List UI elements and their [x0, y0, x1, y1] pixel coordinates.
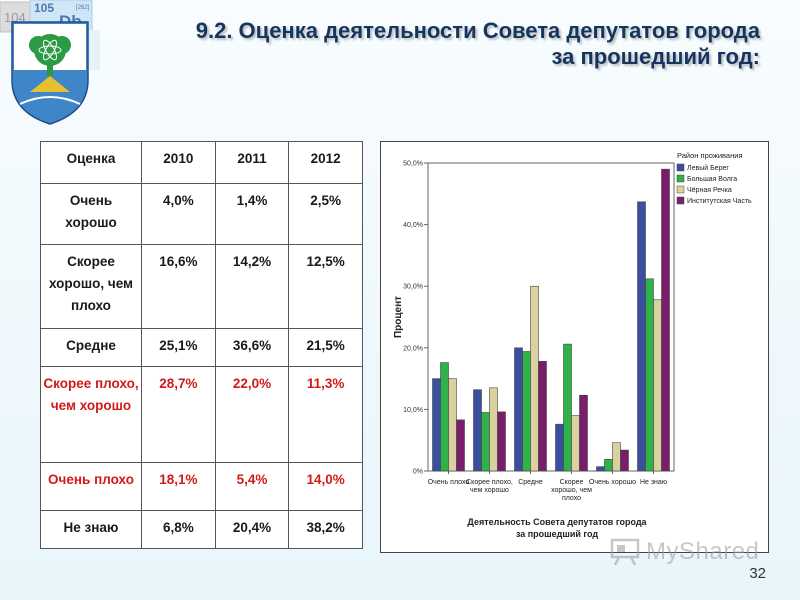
bar — [432, 378, 441, 472]
row-label: Скорее плохо, чем хорошо — [40, 366, 142, 463]
bar — [440, 362, 449, 472]
legend-swatch — [676, 196, 685, 205]
x-tick-label: Скорее хорошо, чем плохо — [551, 479, 592, 502]
table-cell: 5,4% — [214, 462, 290, 511]
page-title-line2: за прошедший год: — [551, 44, 760, 69]
table-cell: 36,6% — [214, 328, 290, 367]
emblem-decoration: 104 105 Db [262] — [0, 0, 100, 125]
bar — [612, 442, 621, 472]
bar — [555, 423, 564, 472]
y-axis-label: Процент — [393, 296, 404, 338]
row-label: Не знаю — [40, 510, 142, 549]
legend-title: Район проживания — [677, 151, 743, 160]
column-header: 2012 — [288, 141, 363, 184]
table-cell: 22,0% — [214, 366, 290, 463]
bar — [661, 168, 670, 472]
table-cell: 16,6% — [141, 244, 216, 329]
bar — [620, 449, 629, 472]
watermark: MyShared — [610, 537, 759, 567]
table-cell: 14,0% — [288, 462, 363, 511]
table-row: Не знаю 6,8% 20,4% 38,2% — [40, 510, 363, 549]
table-row: Скорее плохо, чем хорошо 28,7% 22,0% 11,… — [40, 366, 363, 463]
watermark-text: MyShared — [646, 538, 760, 565]
table-row: Средне 25,1% 36,6% 21,5% — [40, 328, 363, 367]
bar — [497, 411, 506, 472]
table-header-row: Оценка 2010 2011 2012 — [40, 141, 363, 184]
bar-chart: 0% 10,0% 20,0% 30,0% 40,0% 50,0% Процент Очень … — [380, 141, 769, 553]
table-cell: 18,1% — [141, 462, 216, 511]
bar — [596, 466, 605, 472]
y-tick-label: 0% — [413, 469, 423, 476]
bar — [530, 285, 539, 472]
table-row: Скорее хорошо, чем плохо 16,6% 14,2% 12,… — [40, 244, 363, 329]
bar — [538, 361, 547, 472]
bar — [653, 299, 662, 472]
bar — [645, 278, 654, 472]
plot-area — [427, 162, 675, 472]
table-cell: 21,5% — [288, 328, 363, 367]
bar — [637, 201, 646, 472]
ratings-table: Оценка 2010 2011 2012 Очень хорошо 4,0% … — [40, 141, 363, 549]
legend-swatch — [676, 163, 685, 172]
bar — [571, 415, 580, 472]
row-label: Очень плохо — [40, 462, 142, 511]
legend-swatch — [676, 185, 685, 194]
legend-label: Левый Берег — [687, 164, 729, 172]
bar — [604, 458, 613, 472]
table-cell: 11,3% — [288, 366, 363, 463]
table-cell: 1,4% — [214, 183, 290, 245]
table-row: Очень хорошо 4,0% 1,4% 2,5% — [40, 183, 363, 245]
row-label: Очень хорошо — [40, 183, 142, 245]
legend-label: Чёрная Речка — [687, 187, 732, 194]
bar — [579, 394, 588, 472]
row-label: Средне — [40, 328, 142, 367]
page-title-line1: 9.2. Оценка деятельности Совета депутато… — [195, 18, 760, 43]
page-title: 9.2. Оценка деятельности Совета депутато… — [130, 18, 760, 70]
table-cell: 20,4% — [214, 510, 290, 549]
y-tick-label: 30,0% — [403, 284, 423, 291]
bar — [514, 347, 523, 472]
legend-swatch — [676, 174, 685, 183]
tile-small: [262] — [76, 5, 90, 11]
x-tick-label: Средне — [518, 479, 543, 486]
bar — [473, 389, 482, 472]
table-cell: 14,2% — [214, 244, 290, 329]
table-cell: 2,5% — [288, 183, 363, 245]
table-cell: 28,7% — [141, 366, 216, 463]
bar — [489, 387, 498, 472]
bar — [448, 378, 457, 472]
table-cell: 25,1% — [141, 328, 216, 367]
column-header: 2011 — [214, 141, 290, 184]
row-label: Скорее хорошо, чем плохо — [40, 244, 142, 329]
table-cell: 38,2% — [288, 510, 363, 549]
tile-number-2: 105 — [34, 1, 54, 15]
x-tick-label: Очень хорошо — [589, 479, 636, 486]
table-cell: 12,5% — [288, 244, 363, 329]
page-number: 32 — [749, 565, 766, 582]
bar — [563, 343, 572, 472]
bar-chart-svg: 0% 10,0% 20,0% 30,0% 40,0% 50,0% Процент Очень … — [393, 151, 752, 539]
y-tick-label: 10,0% — [403, 407, 423, 414]
y-tick-label: 50,0% — [403, 161, 423, 168]
y-tick-label: 40,0% — [403, 222, 423, 229]
x-tick-label: Очень плохо — [428, 479, 470, 486]
x-tick-label: Скорее плохо, чем хорошо — [466, 479, 513, 494]
presentation-screen-icon — [610, 538, 640, 566]
y-tick-label: 20,0% — [403, 345, 423, 352]
x-tick-label: Не знаю — [640, 479, 667, 486]
x-axis-label: Деятельность Совета депутатов города за п… — [467, 517, 647, 539]
column-header: 2010 — [141, 141, 216, 184]
column-header: Оценка — [40, 141, 142, 184]
table-row: Очень плохо 18,1% 5,4% 14,0% — [40, 462, 363, 511]
bar — [522, 351, 531, 472]
bar — [456, 419, 465, 472]
table-cell: 4,0% — [141, 183, 216, 245]
bar — [481, 412, 490, 472]
legend-label: Большая Волга — [687, 176, 737, 183]
table-cell: 6,8% — [141, 510, 216, 549]
legend-label: Институтская Часть — [687, 198, 752, 205]
